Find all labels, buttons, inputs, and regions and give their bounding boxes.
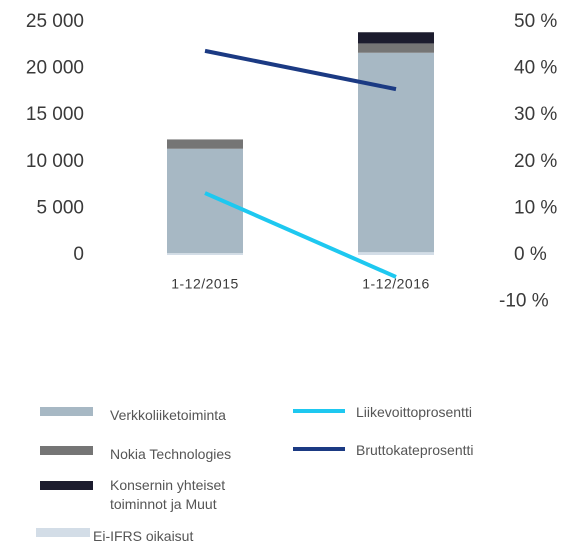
y2-tick-label: 40 % xyxy=(514,58,557,79)
y2-tick-label: 30 % xyxy=(514,104,557,125)
bar-segment xyxy=(167,139,243,149)
bar-segment xyxy=(358,252,434,255)
legend-swatch xyxy=(40,407,93,416)
legend-label: Nokia Technologies xyxy=(110,446,232,462)
legend-label: Ei-IFRS oikaisut xyxy=(93,528,194,544)
legend-label: Bruttokateprosentti xyxy=(356,442,474,458)
bar-segment xyxy=(358,43,434,53)
y2-tick-label: 0 % xyxy=(514,244,547,265)
y2-tick-label: 10 % xyxy=(514,197,557,218)
y-tick-label: 25 000 xyxy=(26,11,84,32)
legend-swatch xyxy=(40,446,93,455)
y-tick-label: 20 000 xyxy=(26,58,84,79)
legend-swatch xyxy=(36,528,90,537)
legend-swatch xyxy=(40,481,93,490)
line-series xyxy=(204,48,397,92)
x-tick-label: 1-12/2015 xyxy=(171,276,239,292)
bar-segment xyxy=(358,32,434,44)
y2-tick-label: 20 % xyxy=(514,151,557,172)
y-tick-label: 5 000 xyxy=(36,197,84,218)
bar-segment xyxy=(167,253,243,255)
legend-label: Konsernin yhteiset toiminnot ja Muut xyxy=(110,477,226,512)
legend-label: Verkkoliiketoiminta xyxy=(110,407,226,423)
legend-label: Liikevoittoprosentti xyxy=(356,404,472,420)
y2-tick-label: 50 % xyxy=(514,11,557,32)
x-tick-label: 1-12/2016 xyxy=(362,276,430,292)
y-tick-label: 15 000 xyxy=(26,104,84,125)
y2-tick-label: -10 % xyxy=(499,291,549,312)
y-tick-label: 0 xyxy=(73,244,84,265)
bar-segment xyxy=(167,148,243,254)
y-tick-label: 10 000 xyxy=(26,151,84,172)
line-series xyxy=(204,191,397,279)
